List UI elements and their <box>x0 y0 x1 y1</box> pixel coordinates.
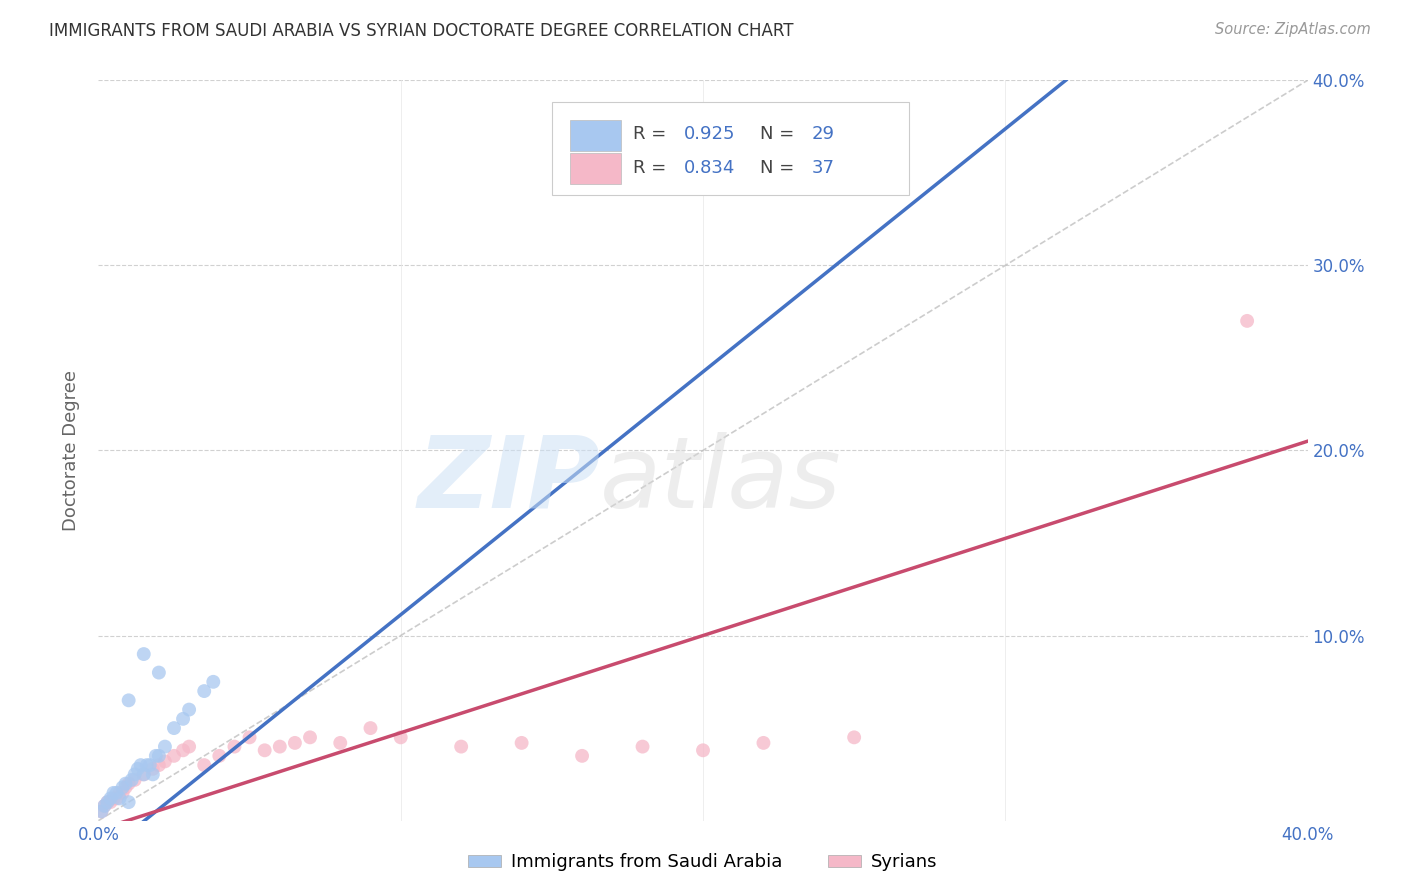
Point <box>108 786 131 800</box>
Point <box>148 758 170 772</box>
Point <box>148 665 170 680</box>
Point <box>329 736 352 750</box>
Point <box>124 767 146 781</box>
Point <box>145 748 167 763</box>
Point <box>118 693 141 707</box>
Point <box>142 762 165 776</box>
Point <box>208 748 231 763</box>
Text: Source: ZipAtlas.com: Source: ZipAtlas.com <box>1215 22 1371 37</box>
Y-axis label: Doctorate Degree: Doctorate Degree <box>62 370 80 531</box>
Point <box>96 795 118 809</box>
Text: 0.925: 0.925 <box>683 126 735 144</box>
Text: 29: 29 <box>811 126 835 144</box>
Point <box>193 758 215 772</box>
Text: N =: N = <box>759 159 800 177</box>
Point <box>129 758 152 772</box>
Point <box>299 731 322 745</box>
Point <box>692 743 714 757</box>
Point <box>118 776 141 791</box>
Point <box>103 786 125 800</box>
Point <box>360 721 382 735</box>
Point <box>284 736 307 750</box>
Point <box>103 791 125 805</box>
Point <box>179 703 201 717</box>
Point <box>253 743 276 757</box>
Point <box>389 731 412 745</box>
Text: R =: R = <box>633 159 672 177</box>
Point <box>172 743 194 757</box>
Text: R =: R = <box>633 126 672 144</box>
Point <box>148 748 170 763</box>
Text: atlas: atlas <box>600 432 842 529</box>
Point <box>510 736 533 750</box>
Point <box>844 731 866 745</box>
Point <box>450 739 472 754</box>
Point <box>179 739 201 754</box>
Point <box>111 780 134 795</box>
Point <box>111 786 134 800</box>
Text: IMMIGRANTS FROM SAUDI ARABIA VS SYRIAN DOCTORATE DEGREE CORRELATION CHART: IMMIGRANTS FROM SAUDI ARABIA VS SYRIAN D… <box>49 22 794 40</box>
Point <box>90 805 112 819</box>
Point <box>139 758 162 772</box>
Point <box>1236 314 1258 328</box>
Point <box>105 786 128 800</box>
Point <box>163 721 186 735</box>
Point <box>142 767 165 781</box>
Point <box>153 755 176 769</box>
Text: N =: N = <box>759 126 800 144</box>
Point <box>631 739 654 754</box>
FancyBboxPatch shape <box>569 153 621 184</box>
Point <box>108 791 131 805</box>
Point <box>93 798 115 813</box>
Point <box>752 736 775 750</box>
Point <box>153 739 176 754</box>
Text: ZIP: ZIP <box>418 432 600 529</box>
Point <box>114 776 136 791</box>
Point <box>127 762 149 776</box>
Point <box>96 795 118 809</box>
Point <box>105 791 128 805</box>
Text: 37: 37 <box>811 159 835 177</box>
Point <box>118 795 141 809</box>
Point <box>132 647 155 661</box>
Point <box>239 731 262 745</box>
FancyBboxPatch shape <box>569 120 621 151</box>
Point <box>224 739 246 754</box>
Point <box>100 791 122 805</box>
Point <box>121 772 143 787</box>
Text: 0.834: 0.834 <box>683 159 735 177</box>
Point <box>124 772 146 787</box>
Point <box>90 805 112 819</box>
Point <box>571 748 593 763</box>
FancyBboxPatch shape <box>551 103 908 195</box>
Point <box>163 748 186 763</box>
Point <box>172 712 194 726</box>
Point <box>269 739 291 754</box>
Point <box>132 767 155 781</box>
Point <box>193 684 215 698</box>
Point <box>202 674 225 689</box>
Point <box>132 767 155 781</box>
Point <box>114 780 136 795</box>
Point <box>93 798 115 813</box>
Legend: Immigrants from Saudi Arabia, Syrians: Immigrants from Saudi Arabia, Syrians <box>461 847 945 879</box>
Point <box>135 758 157 772</box>
Point <box>100 795 122 809</box>
